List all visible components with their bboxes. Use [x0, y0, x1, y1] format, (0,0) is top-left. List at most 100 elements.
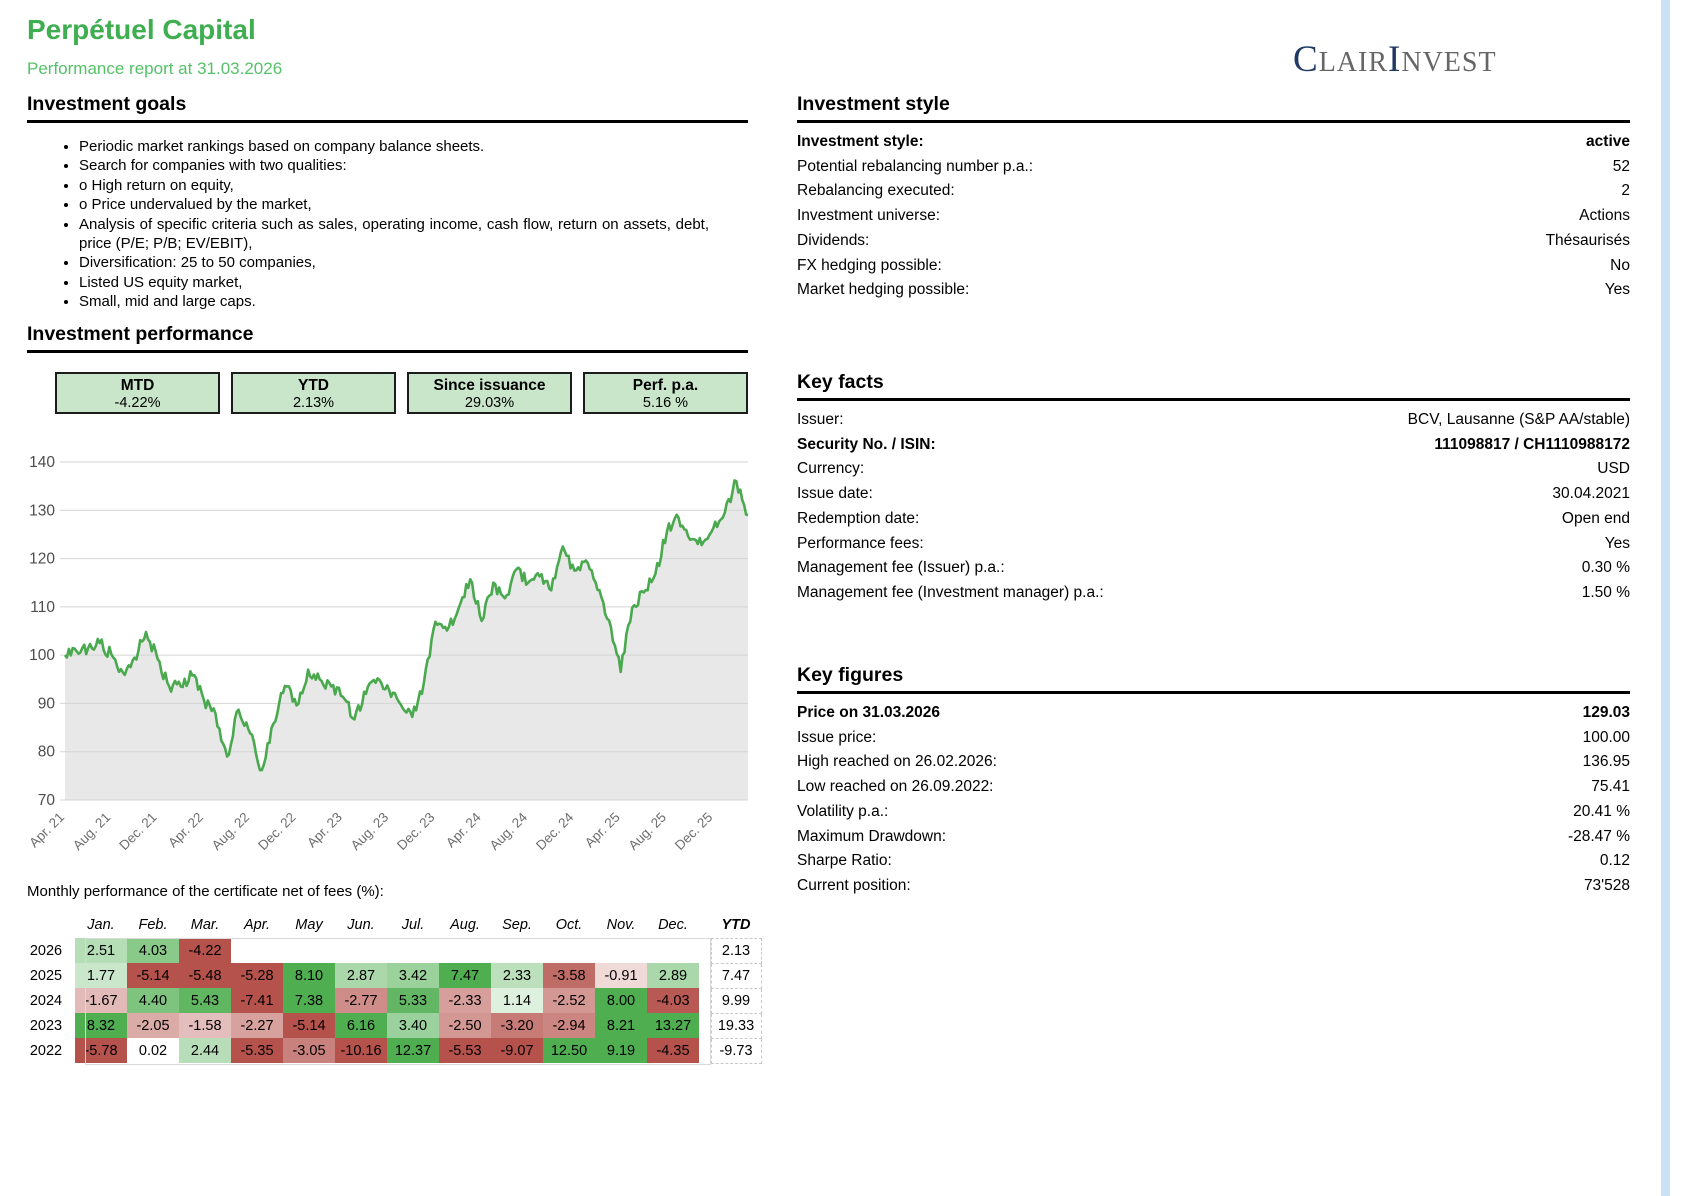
monthly-return-cell: -5.14 [127, 963, 179, 988]
monthly-return-cell: 7.47 [439, 963, 491, 988]
monthly-return-cell: -2.94 [543, 1013, 595, 1038]
monthly-return-cell: 3.42 [387, 963, 439, 988]
field-label: Issuer: [797, 411, 844, 428]
x-axis-tick-label: Dec. 22 [255, 810, 299, 854]
monthly-return-cell [595, 938, 647, 963]
goal-item: Small, mid and large caps. [79, 292, 717, 311]
monthly-return-cell [387, 938, 439, 963]
field-row: Investment universe: Actions [797, 204, 1630, 229]
nav-performance-chart: 70 80 90 100 110 120 130 140 Apr. 21 Aug. 21 Dec. … [20, 448, 760, 878]
y-axis-tick-label: 100 [29, 647, 55, 664]
monthly-return-cell: 2.44 [179, 1038, 231, 1063]
field-row: Potential rebalancing number p.a.: 52 [797, 155, 1630, 180]
month-column-header: Sep. [502, 917, 532, 933]
clairinvest-logo: CLAIRINVEST [1293, 38, 1497, 81]
stat-value: -4.22% [114, 395, 161, 411]
monthly-return-cell: -3.58 [543, 963, 595, 988]
field-value: 0.12 [1599, 852, 1630, 870]
monthly-return-cell: 13.27 [647, 1013, 699, 1038]
year-row-2026: 2026 2.51 4.03 -4.22 2.13 [27, 937, 762, 964]
x-axis-tick-label: Aug. 22 [209, 810, 253, 854]
field-label: Current position: [797, 876, 911, 894]
year-label: 2023 [29, 1017, 63, 1034]
monthly-return-cell: 12.37 [387, 1038, 439, 1063]
monthly-return-cell: -2.33 [439, 988, 491, 1013]
key-figures-rows: Price on 31.03.2026 129.03 Issue price: 100… [797, 701, 1630, 899]
field-row: Performance fees: Yes [797, 532, 1630, 557]
field-value: Actions [1579, 207, 1630, 225]
monthly-return-cell: 6.16 [335, 1013, 387, 1038]
field-label: Rebalancing executed: [797, 182, 955, 200]
ytd-value-cell: 19.33 [710, 1012, 762, 1039]
monthly-return-cell: -5.48 [179, 963, 231, 988]
y-axis-tick-label: 130 [29, 502, 55, 519]
monthly-return-cell: -5.78 [75, 1038, 127, 1063]
gap-cell [699, 938, 711, 963]
field-row: High reached on 26.02.2026: 136.95 [797, 750, 1630, 775]
performance-stat-boxes: MTD -4.22% YTD 2.13% Since issuance 29.03% Per… [55, 372, 748, 414]
field-label: Security No. / ISIN: [797, 435, 936, 453]
year-label: 2026 [29, 942, 63, 959]
field-row: Market hedging possible: Yes [797, 278, 1630, 303]
ytd-value-cell: 9.99 [710, 987, 762, 1014]
field-row: Dividends: Thésaurisés [797, 229, 1630, 254]
stat-value: 29.03% [464, 395, 515, 411]
field-value: active [1586, 133, 1630, 150]
monthly-return-cell: 12.50 [543, 1038, 595, 1063]
monthly-return-cell: -10.16 [335, 1038, 387, 1063]
field-value: 73'528 [1583, 876, 1630, 894]
field-value: 75.41 [1591, 778, 1630, 796]
field-label: Low reached on 26.09.2022: [797, 778, 994, 796]
gap-cell [699, 963, 711, 988]
field-label: Management fee (Issuer) p.a.: [797, 559, 1005, 577]
gap-cell [699, 1013, 711, 1038]
field-value: No [1610, 256, 1630, 274]
ytd-value-cell: 2.13 [710, 937, 762, 964]
monthly-return-cell: -2.50 [439, 1013, 491, 1038]
field-label: Management fee (Investment manager) p.a.… [797, 583, 1104, 601]
y-axis-tick-label: 120 [29, 551, 55, 568]
year-label: 2025 [29, 967, 63, 984]
year-row-2023: 2023 8.32 -2.05 -1.58 -2.27 -5.14 6.16 3.40 -2.5… [27, 1012, 762, 1039]
month-column-header: Jul. [401, 917, 425, 933]
investment-goals-list: Periodic market rankings based on compan… [27, 137, 717, 312]
field-row: Issue date: 30.04.2021 [797, 482, 1630, 507]
stat-label: Since issuance [433, 377, 546, 394]
y-axis-tick-label: 70 [38, 792, 56, 809]
key-figures-section: Key figures Price on 31.03.2026 129.03 Iss… [797, 664, 1630, 899]
y-axis-tick-label: 110 [30, 599, 55, 616]
month-column-header: Aug. [450, 917, 480, 933]
stat-box-since-issuance: Since issuance 29.03% [407, 372, 572, 414]
monthly-return-cell: 3.40 [387, 1013, 439, 1038]
stat-label: MTD [120, 377, 155, 394]
monthly-return-cell: 8.21 [595, 1013, 647, 1038]
field-value: 0.30 % [1581, 559, 1630, 577]
gap-cell [699, 1038, 711, 1063]
goal-item: o High return on equity, [79, 176, 717, 195]
goal-item: Periodic market rankings based on compan… [79, 137, 717, 156]
x-axis-tick-label: Dec. 23 [394, 810, 438, 854]
field-value: USD [1597, 460, 1630, 478]
x-axis-tick-label: Apr. 25 [582, 810, 623, 851]
field-row: Issuer: BCV, Lausanne (S&P AA/stable) [797, 408, 1630, 433]
field-row: Current position: 73'528 [797, 874, 1630, 899]
monthly-return-cell: 4.40 [127, 988, 179, 1013]
monthly-return-cell: 2.87 [335, 963, 387, 988]
logo-letters: NVEST [1401, 47, 1497, 78]
monthly-return-cell: -1.58 [179, 1013, 231, 1038]
field-label: Maximum Drawdown: [797, 827, 947, 845]
field-value: 111098817 / CH1110988172 [1434, 435, 1630, 453]
monthly-return-cell: 4.03 [127, 938, 179, 963]
goal-item: Listed US equity market, [79, 273, 717, 292]
goal-item: o Price undervalued by the market, [79, 195, 717, 214]
monthly-return-cell: -4.22 [179, 938, 231, 963]
goal-item: Diversification: 25 to 50 companies, [79, 253, 717, 272]
monthly-return-cell: -5.14 [283, 1013, 335, 1038]
monthly-return-cell [335, 938, 387, 963]
investment-goals-heading: Investment goals [27, 93, 748, 123]
stat-box-perf-p-a-: Perf. p.a. 5.16 % [583, 372, 748, 414]
x-axis-tick-label: Aug. 23 [348, 810, 392, 854]
x-axis-tick-label: Aug. 25 [626, 810, 670, 854]
monthly-return-cell [647, 938, 699, 963]
